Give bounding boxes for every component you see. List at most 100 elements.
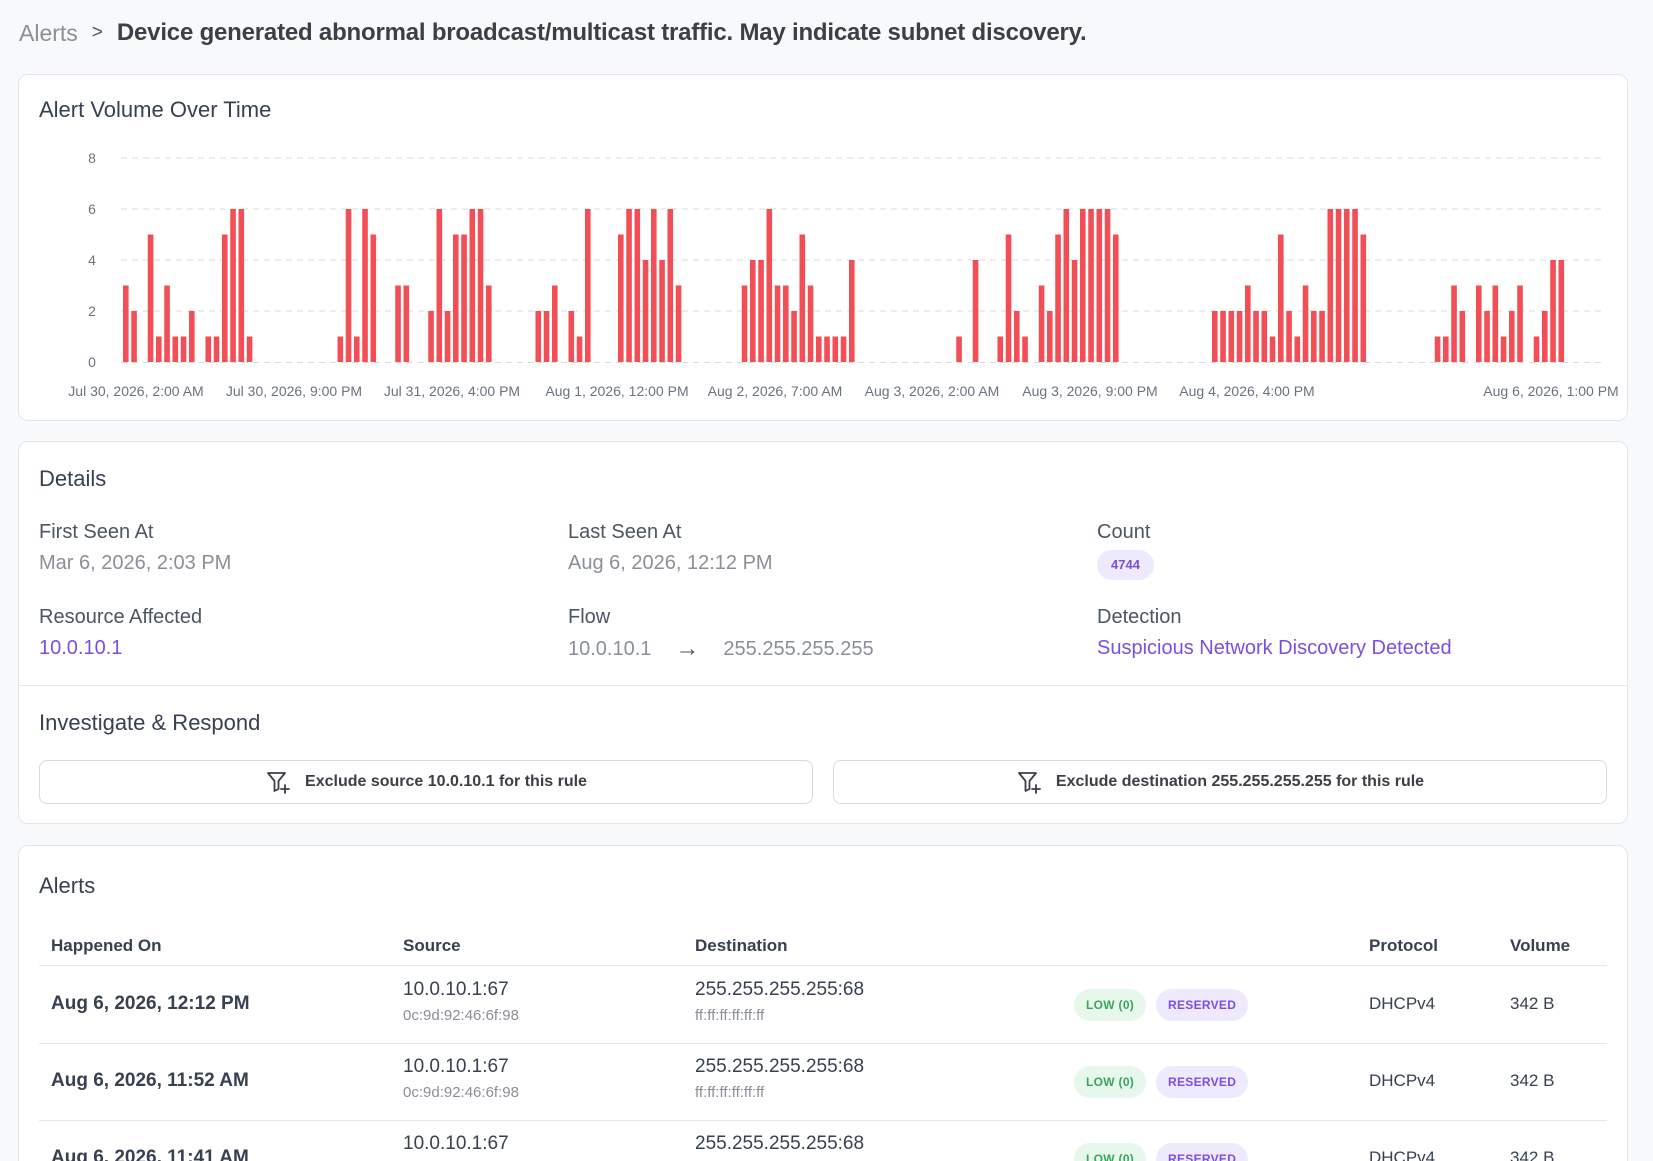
chart-bar[interactable] [1327,209,1334,362]
chart-bar[interactable] [238,209,245,362]
chart-bar[interactable] [1278,234,1284,363]
chart-bar[interactable] [469,209,476,362]
chart-bar[interactable] [1360,234,1367,363]
chart-bar[interactable] [1533,336,1540,363]
chart-bar[interactable] [997,336,1004,363]
chart-bar[interactable] [428,311,434,362]
chart-bar[interactable] [1500,336,1507,363]
chart-bar[interactable] [659,260,665,362]
chart-bar[interactable] [667,209,674,362]
chart-bar[interactable] [824,336,830,363]
chart-bar[interactable] [1071,260,1078,362]
column-destination[interactable]: Destination [695,936,788,955]
chart-bar[interactable] [1228,311,1235,362]
chart-bar[interactable] [1302,285,1309,363]
chart-bar[interactable] [213,336,220,363]
chart-bar[interactable] [444,311,451,362]
chart-bar[interactable] [436,209,443,362]
chart-bar[interactable] [651,209,657,362]
chart-bar[interactable] [222,234,228,363]
chart-bar[interactable] [1055,234,1061,363]
chart-bar[interactable] [1261,311,1268,362]
chart-bar[interactable] [453,234,459,363]
chart-bar[interactable] [849,260,855,362]
chart-bar[interactable] [189,311,195,362]
chart-bar[interactable] [1113,234,1119,363]
chart-bar[interactable] [1047,311,1053,362]
chart-bar[interactable] [1558,260,1565,362]
chart-bar[interactable] [1517,285,1523,363]
column-protocol[interactable]: Protocol [1369,936,1438,955]
chart-bar[interactable] [1319,311,1325,362]
chart-bar[interactable] [403,285,410,363]
chart-bar[interactable] [675,285,682,363]
chart-bar[interactable] [1022,336,1028,363]
chart-bar[interactable] [147,234,154,363]
chart-bar[interactable] [1311,311,1317,362]
chart-bar[interactable] [1509,311,1515,362]
table-row[interactable]: Aug 6, 2026, 11:41 AM 10.0.10.1:670c:9d:9… [39,1121,1607,1161]
chart-bar[interactable] [230,209,236,362]
chart-bar[interactable] [1286,311,1292,362]
chart-bar[interactable] [618,234,624,363]
chart-bar[interactable] [246,336,253,363]
exclude-destination-button[interactable]: Exclude destination 255.255.255.255 for … [833,760,1607,804]
chart-bar[interactable] [1443,336,1449,363]
chart-bar[interactable] [1080,209,1086,362]
column-source[interactable]: Source [403,936,461,955]
chart-bar[interactable] [123,285,129,363]
column-volume[interactable]: Volume [1510,936,1571,955]
chart-bar[interactable] [1245,285,1251,363]
chart-bar[interactable] [1492,285,1499,363]
chart-bar[interactable] [164,285,170,363]
chart-bar[interactable] [576,336,583,363]
chart-bar[interactable] [1269,336,1276,363]
chart-bar[interactable] [1352,209,1358,362]
chart-bar[interactable] [337,336,344,363]
chart-bar[interactable] [477,209,484,362]
chart-bar[interactable] [172,336,179,363]
chart-bar[interactable] [362,209,368,362]
chart-bar[interactable] [832,336,839,363]
chart-bar[interactable] [1096,209,1103,362]
chart-bar[interactable] [791,311,797,362]
chart-bar[interactable] [354,336,360,363]
exclude-source-button[interactable]: Exclude source 10.0.10.1 for this rule [39,760,813,804]
column-happened-on[interactable]: Happened On [51,936,162,955]
chart-bar[interactable] [1550,260,1556,362]
chart-bar[interactable] [1335,209,1342,362]
chart-bar[interactable] [180,336,187,363]
table-row[interactable]: Aug 6, 2026, 11:52 AM 10.0.10.1:67 0c:9d:9… [39,1044,1607,1121]
chart-bar[interactable] [956,336,962,363]
chart-bar[interactable] [345,209,352,362]
chart-bar[interactable] [1434,336,1441,363]
chart-bar[interactable] [1212,311,1218,362]
chart-bar[interactable] [461,234,467,363]
chart-bar[interactable] [1294,336,1301,363]
chart-bar[interactable] [840,336,847,363]
chart-bar[interactable] [535,311,542,362]
chart-bar[interactable] [156,336,162,363]
chart-bar[interactable] [370,234,377,363]
chart-bar[interactable] [626,209,632,362]
chart-bar[interactable] [634,209,641,362]
chart-bar[interactable] [568,311,575,362]
chart-bar[interactable] [1236,311,1243,362]
chart-bar[interactable] [131,311,137,362]
chart-bar[interactable] [972,260,979,362]
detection-link[interactable]: Suspicious Network Discovery Detected [1097,637,1452,659]
table-row[interactable]: Aug 6, 2026, 12:12 PM 10.0.10.1:67 0c:9d:9… [39,967,1607,1044]
breadcrumb-alerts-link[interactable]: Alerts [19,19,78,46]
chart-bar[interactable] [486,285,492,363]
chart-bar[interactable] [1542,311,1548,362]
chart-bar[interactable] [1063,209,1070,362]
chart-bar[interactable] [799,234,806,363]
chart-bar[interactable] [1459,311,1466,362]
chart-bar[interactable] [816,336,822,363]
chart-bar[interactable] [1484,311,1490,362]
chart-bar[interactable] [1104,209,1111,362]
chart-bar[interactable] [585,209,591,362]
chart-bar[interactable] [750,260,756,362]
chart-bar[interactable] [1005,234,1012,363]
chart-bar[interactable] [1451,285,1457,363]
